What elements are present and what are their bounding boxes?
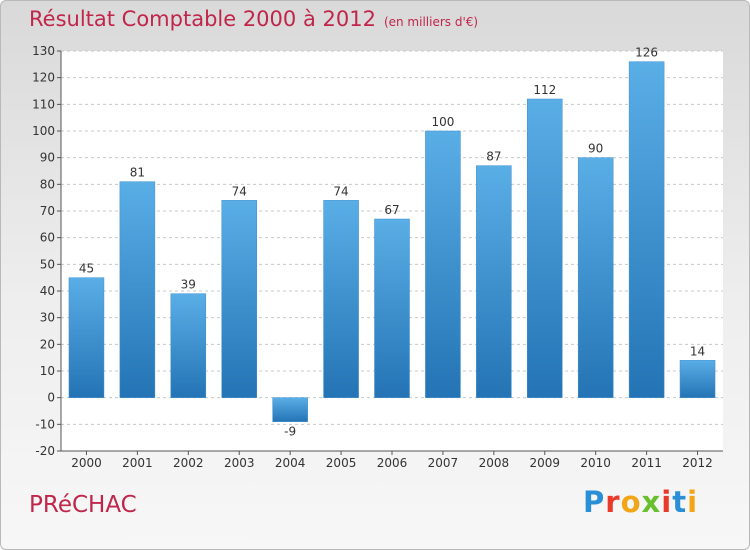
data-label: 74 — [232, 184, 247, 198]
bar — [476, 165, 512, 398]
logo-letter: o — [620, 485, 642, 519]
y-tick-label: -20 — [35, 444, 55, 458]
x-tick-label: 2009 — [529, 456, 560, 470]
bar — [221, 200, 257, 398]
logo-letter: r — [605, 485, 621, 519]
y-tick-label: 70 — [40, 204, 55, 218]
bar — [679, 360, 716, 398]
logo-letter: t — [672, 485, 688, 519]
x-tick-label: 2008 — [479, 456, 510, 470]
chart-title-text: Résultat Comptable 2000 à 2012 — [29, 7, 376, 31]
data-label: 126 — [635, 46, 658, 60]
x-tick-label: 2007 — [428, 456, 459, 470]
bar — [425, 130, 461, 398]
y-tick-label: 90 — [40, 151, 55, 165]
data-label: 90 — [588, 142, 603, 156]
y-tick-label: 120 — [32, 71, 55, 85]
y-tick-label: 40 — [40, 284, 55, 298]
bar — [272, 397, 308, 422]
bar — [374, 218, 410, 398]
data-label: 100 — [431, 115, 454, 129]
y-tick-label: 30 — [40, 311, 55, 325]
y-tick-label: 0 — [47, 391, 55, 405]
bar — [577, 157, 614, 398]
x-tick-label: 2005 — [326, 456, 357, 470]
x-tick-label: 2006 — [377, 456, 408, 470]
data-label: 14 — [690, 344, 705, 358]
data-label: 81 — [130, 166, 145, 180]
y-tick-label: 60 — [40, 231, 55, 245]
logo-letter: P — [583, 485, 606, 519]
logo-letter: i — [687, 485, 699, 519]
bar — [628, 61, 665, 398]
chart-title: Résultat Comptable 2000 à 2012 (en millie… — [29, 7, 478, 31]
x-tick-label: 2001 — [122, 456, 153, 470]
data-label: 45 — [79, 262, 94, 276]
x-tick-label: 2012 — [682, 456, 713, 470]
y-tick-label: 20 — [40, 337, 55, 351]
x-tick-label: 2003 — [224, 456, 255, 470]
logo-letter: x — [641, 485, 662, 519]
y-tick-label: 80 — [40, 177, 55, 191]
x-tick-label: 2010 — [580, 456, 611, 470]
data-label: 87 — [486, 150, 501, 164]
y-tick-label: -10 — [35, 417, 55, 431]
y-tick-label: 50 — [40, 257, 55, 271]
chart-subtitle: (en milliers d'€) — [383, 15, 479, 29]
logo-letter: i — [661, 485, 673, 519]
data-label: -9 — [284, 425, 296, 439]
data-label: 39 — [181, 278, 196, 292]
x-tick-label: 2002 — [173, 456, 204, 470]
bar — [170, 293, 207, 398]
x-tick-label: 2000 — [71, 456, 102, 470]
data-label: 67 — [384, 203, 399, 217]
data-label: 74 — [333, 184, 348, 198]
data-label: 112 — [533, 83, 556, 97]
bar — [527, 98, 563, 398]
bar — [323, 200, 359, 398]
bar — [68, 277, 105, 398]
y-tick-label: 100 — [32, 124, 55, 138]
y-tick-label: 10 — [40, 364, 55, 378]
commune-name: PRéCHAC — [29, 492, 137, 518]
x-tick-label: 2004 — [275, 456, 306, 470]
y-tick-label: 130 — [32, 44, 55, 58]
x-tick-label: 2011 — [631, 456, 662, 470]
y-tick-label: 110 — [32, 97, 55, 111]
bar — [119, 181, 156, 398]
proxiti-logo: Proxiti — [583, 485, 698, 519]
